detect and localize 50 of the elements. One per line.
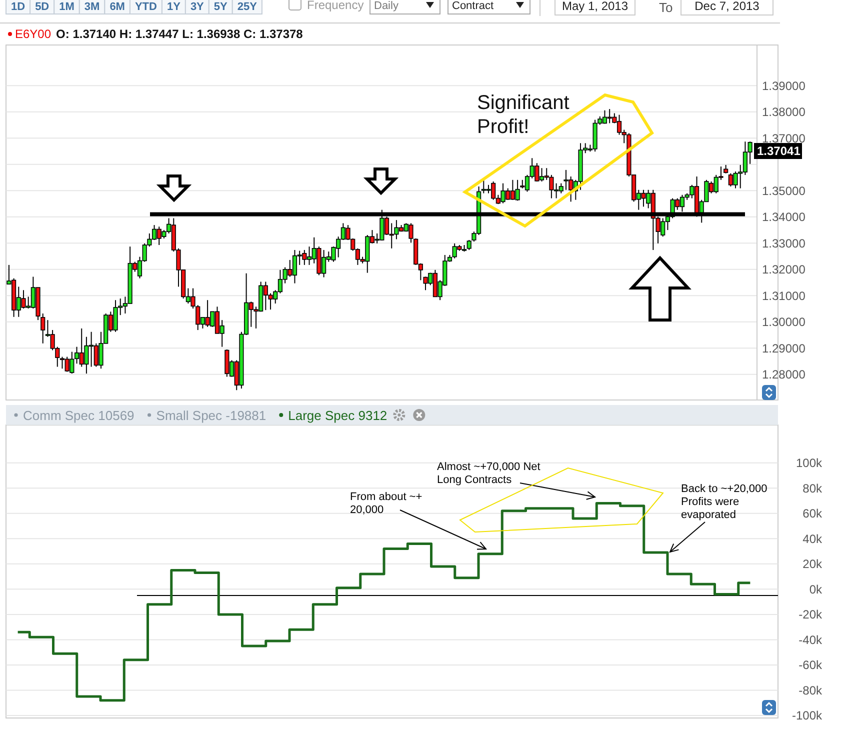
y-tick-label: -60k [798, 658, 823, 672]
candlestick [40, 312, 46, 344]
text: 6M [110, 1, 125, 13]
y-tick-label: 1.32000 [762, 262, 806, 277]
y-tick-label: 40k [802, 532, 823, 546]
text: YTD [134, 1, 158, 13]
text: 5Y [214, 1, 228, 13]
annotation: From about ~+ 20,000 [350, 491, 422, 516]
y-tick-label: 1.30000 [762, 315, 806, 330]
text: Frequency [307, 0, 364, 12]
y-tick-label: 1.38000 [762, 105, 806, 120]
y-tick-label: 1.35000 [762, 184, 806, 198]
text: 3M [84, 1, 100, 13]
text: May 1, 2013 [562, 0, 628, 13]
annotation: Back to ~+20,000 Profits were evaporated [681, 483, 768, 521]
chart-title: E6Y00 [15, 27, 52, 41]
text: 3Y [190, 1, 205, 13]
y-tick-label: 0k [809, 582, 823, 596]
y-tick-label: 1.34000 [762, 210, 806, 224]
text: Comm Spec 10569 [23, 408, 134, 423]
text: 25Y [237, 1, 258, 13]
y-tick-label: 1.31000 [762, 288, 806, 303]
y-tick-label: 20k [802, 557, 823, 572]
candlestick [466, 240, 472, 250]
text: To [659, 0, 673, 15]
annotation: 1.37041 [757, 144, 801, 158]
y-tick-label: -40k [798, 632, 823, 647]
y-tick-label: 1.29000 [762, 341, 806, 356]
y-tick-label: 1.33000 [762, 236, 806, 250]
text: Contract [452, 0, 494, 12]
annotation: Significant Profit! [477, 92, 570, 138]
y-tick-label: 60k [802, 506, 823, 521]
y-tick-label: 100k [796, 456, 823, 470]
text: 1Y [166, 1, 182, 13]
y-tick-label: 1.28000 [762, 368, 806, 382]
annotation: Almost ~+70,000 Net Long Contracts [437, 461, 540, 486]
text: 5D [35, 1, 50, 13]
chart-subtitle: O: 1.37140 H: 1.37447 L: 1.36938 C: 1.37378 [56, 27, 304, 41]
y-tick-label: -100k [792, 708, 823, 723]
y-tick-label: 1.37000 [762, 131, 806, 146]
y-tick-label: -80k [798, 683, 823, 698]
text: Daily [374, 0, 399, 12]
y-tick-label: -20k [798, 608, 823, 622]
text: Dec 7, 2013 [694, 0, 760, 13]
text: 1M [59, 1, 74, 13]
text: Small Spec -19881 [156, 408, 266, 423]
y-tick-label: 80k [802, 481, 823, 496]
text: 1D [11, 1, 26, 13]
legend-label: Large Spec 9312 [288, 408, 388, 423]
y-tick-label: 1.39000 [762, 78, 806, 93]
